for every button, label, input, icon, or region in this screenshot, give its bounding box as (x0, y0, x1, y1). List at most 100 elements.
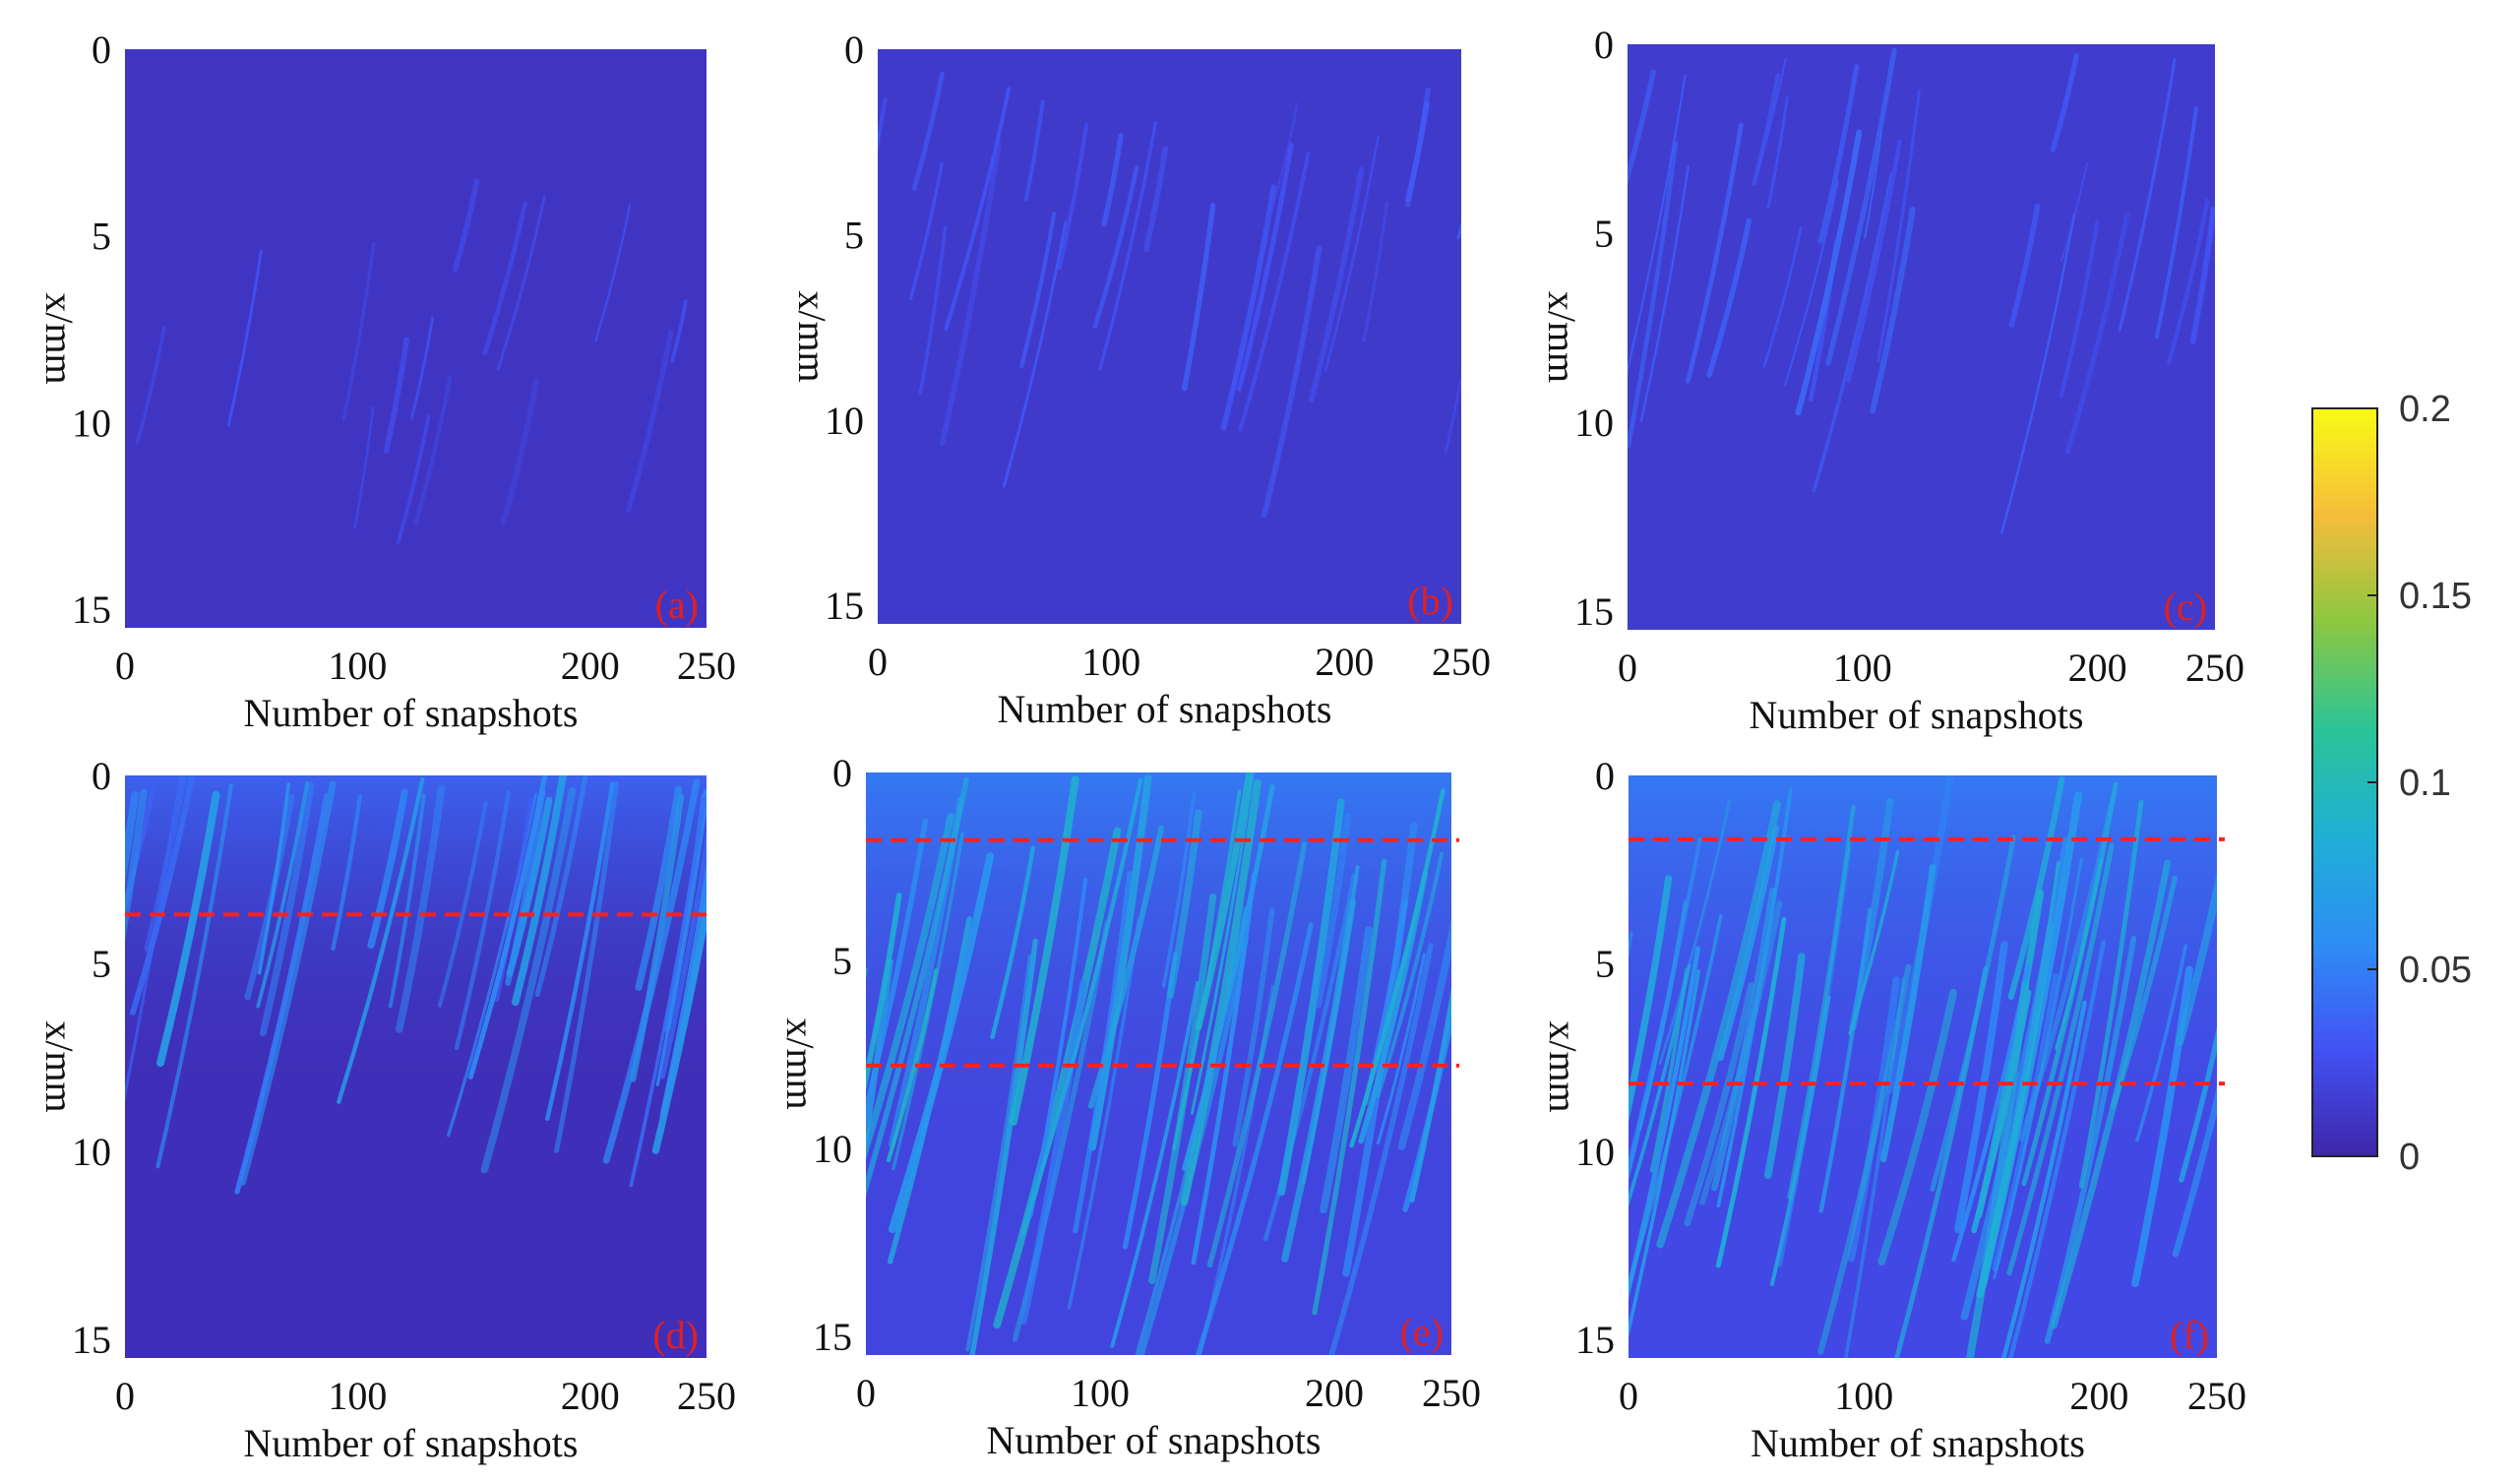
x-tick-label: 250 (677, 1374, 736, 1418)
x-tick-label: 200 (1315, 640, 1374, 684)
x-axis-label: Number of snapshots (1751, 1421, 2085, 1465)
heatmap-streak (1088, 774, 1152, 1151)
y-tick-label: 15 (813, 1315, 852, 1359)
heatmap-streak (125, 788, 148, 943)
x-tick-label: 250 (2187, 1374, 2246, 1418)
y-tick-label: 10 (813, 1127, 852, 1171)
heatmap-streak (2078, 799, 2144, 1189)
y-tick-label: 0 (844, 28, 864, 72)
heatmap-streak (534, 775, 588, 998)
heatmap-streak (886, 968, 939, 1163)
heatmap-streak (1277, 798, 1345, 1197)
x-tick-label: 250 (1432, 640, 1491, 684)
heatmap-streak (1585, 72, 1617, 207)
y-tick-label: 5 (832, 939, 852, 983)
heatmap-streak (1628, 141, 1679, 449)
streak-layer (866, 772, 1451, 1355)
heatmap-streak (2176, 872, 2217, 1046)
y-tick-label: 0 (832, 751, 852, 795)
heatmap-streak (2059, 220, 2100, 398)
x-tick-label: 200 (561, 1374, 620, 1418)
heatmap-streak (866, 776, 969, 1198)
heatmap-streak (918, 225, 948, 396)
heatmap-streak (2008, 940, 2106, 1358)
y-tick-label: 10 (72, 1130, 111, 1174)
heatmap-streak (866, 818, 929, 1121)
heatmap-streak (944, 87, 1012, 332)
heatmap-streak (396, 414, 431, 544)
x-tick-label: 100 (328, 1374, 387, 1418)
heatmap-streak (1328, 943, 1434, 1355)
heatmap-streak (1002, 220, 1068, 488)
heatmap-streak (1232, 907, 1275, 1147)
heatmap-streak (257, 782, 291, 975)
heatmap-streak (259, 781, 315, 1037)
heatmap-streak (1237, 143, 1294, 392)
heatmap-streak (1206, 840, 1308, 1268)
heatmap-streak (1101, 133, 1124, 227)
heatmap-streak (1629, 875, 1673, 1124)
heatmap-streak (545, 781, 615, 1122)
heatmap-streak (836, 181, 875, 334)
x-tick-label: 200 (2068, 646, 2127, 690)
heatmap-streak (1019, 979, 1087, 1325)
heatmap-streak (155, 783, 233, 1169)
heatmap-streak (1711, 887, 1776, 1192)
heatmap-streak (1010, 775, 1079, 1126)
heatmap-streak (1629, 969, 1700, 1339)
y-axis-label: x/mm (1540, 291, 1584, 383)
x-tick-label: 0 (868, 640, 888, 684)
heatmap-streak (1312, 858, 1387, 1316)
x-tick-label: 250 (677, 644, 736, 688)
x-tick-label: 100 (1071, 1371, 1130, 1415)
heatmap-streak (2006, 842, 2115, 1276)
heatmap-streak (480, 786, 577, 1174)
heatmap-streak (1629, 963, 1691, 1207)
streak-layer (1585, 47, 2215, 534)
y-tick-label: 15 (1575, 1318, 1615, 1362)
heatmap-streak (965, 954, 1032, 1352)
heatmap-streak (226, 249, 263, 427)
heatmap-streak (1195, 922, 1314, 1355)
heatmap-streak (2007, 775, 2065, 1001)
heatmap-streak (2179, 1026, 2217, 1183)
heatmap-streak (77, 777, 113, 946)
heatmap-streak (482, 202, 527, 356)
heatmap-streak (1717, 825, 1779, 1062)
heatmap-streak (990, 845, 1035, 1039)
colorbar-tick-label: 0.1 (2399, 763, 2451, 804)
y-tick-label: 5 (1595, 942, 1615, 986)
heatmap-streak (2118, 57, 2177, 332)
heatmap-streak (1073, 870, 1133, 1234)
y-tick-label: 5 (844, 213, 864, 257)
heatmap-streak (866, 893, 902, 1091)
heatmap-streak (337, 776, 425, 1104)
heatmap-streak (1628, 69, 1656, 187)
heatmap-streak (1954, 941, 2008, 1234)
heatmap-streak (1784, 179, 1839, 387)
heatmap-streak (1877, 988, 1957, 1266)
heatmap-streak (234, 793, 330, 1195)
heatmap-streak (1787, 805, 1856, 1200)
heatmap-streak (2131, 965, 2193, 1287)
x-axis-label: Number of snapshots (244, 691, 579, 735)
heatmap-streak (1628, 74, 1687, 376)
x-axis-label: Number of snapshots (1750, 693, 2084, 737)
heatmap-streak (1766, 95, 1789, 210)
y-axis-label: x/mm (37, 1020, 82, 1112)
heatmap-streak (866, 812, 954, 1160)
heatmap-background (125, 49, 707, 628)
heatmap-streak (866, 958, 893, 1155)
heatmap-streak (629, 796, 707, 1188)
y-tick-label: 5 (1594, 212, 1614, 256)
heatmap-streak (1960, 836, 2071, 1321)
heatmap-streak (2050, 53, 2079, 153)
heatmap-streak (1195, 772, 1253, 1031)
heatmap-streak (1362, 201, 1388, 343)
x-tick-label: 100 (1081, 640, 1140, 684)
heatmap-streak (1143, 146, 1169, 253)
heatmap-streak (1715, 916, 1787, 1268)
